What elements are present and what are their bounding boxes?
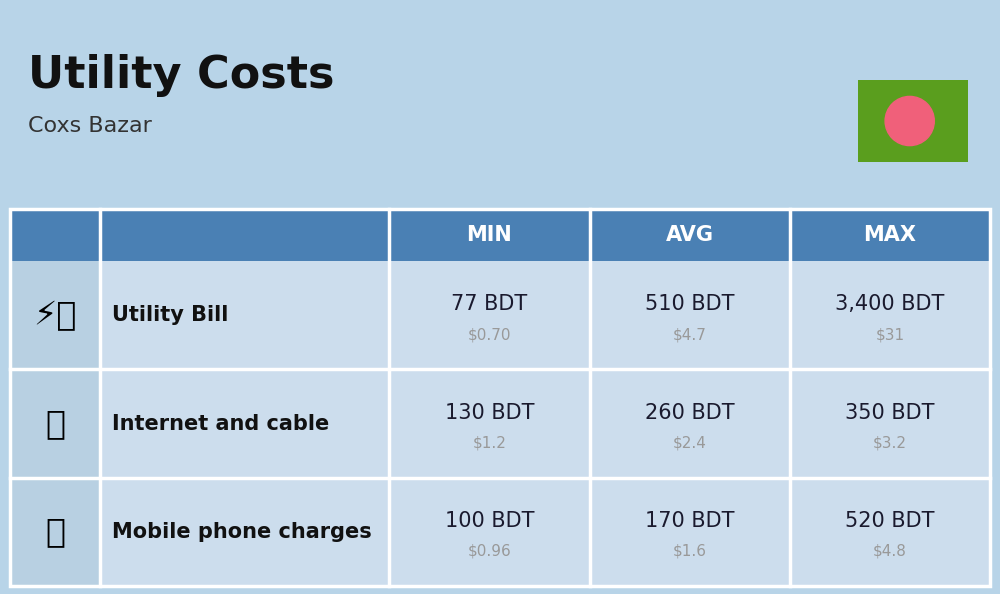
Text: 100 BDT: 100 BDT: [445, 511, 534, 531]
Text: $0.70: $0.70: [468, 327, 511, 342]
Text: 520 BDT: 520 BDT: [845, 511, 935, 531]
Text: $31: $31: [875, 327, 904, 342]
Bar: [10, 369, 100, 478]
Bar: [100, 478, 990, 586]
Text: 130 BDT: 130 BDT: [445, 403, 534, 423]
Text: 📱: 📱: [45, 516, 65, 548]
Text: MAX: MAX: [863, 225, 916, 245]
Text: AVG: AVG: [666, 225, 714, 245]
Text: Utility Bill: Utility Bill: [112, 305, 229, 325]
Text: 3,400 BDT: 3,400 BDT: [835, 295, 945, 314]
Text: 📶: 📶: [45, 407, 65, 440]
Text: 350 BDT: 350 BDT: [845, 403, 935, 423]
Bar: [10, 478, 100, 586]
Text: 77 BDT: 77 BDT: [451, 295, 528, 314]
Bar: [10, 209, 990, 261]
Text: 170 BDT: 170 BDT: [645, 511, 734, 531]
Circle shape: [885, 96, 934, 146]
Text: $4.7: $4.7: [673, 327, 707, 342]
Text: 510 BDT: 510 BDT: [645, 295, 734, 314]
Bar: [10, 261, 100, 369]
Bar: [858, 80, 968, 162]
Bar: [100, 369, 990, 478]
Text: $0.96: $0.96: [468, 544, 511, 559]
Text: Internet and cable: Internet and cable: [112, 413, 329, 434]
Text: 260 BDT: 260 BDT: [645, 403, 734, 423]
Text: $4.8: $4.8: [873, 544, 907, 559]
Text: $1.6: $1.6: [673, 544, 707, 559]
Text: $2.4: $2.4: [673, 435, 707, 450]
Text: $3.2: $3.2: [873, 435, 907, 450]
Text: Utility Costs: Utility Costs: [28, 54, 334, 97]
Text: ⚡🔌: ⚡🔌: [33, 299, 77, 331]
Text: $1.2: $1.2: [472, 435, 506, 450]
Text: Coxs Bazar: Coxs Bazar: [28, 116, 152, 136]
Bar: [10, 209, 990, 586]
Bar: [100, 261, 990, 369]
Text: Mobile phone charges: Mobile phone charges: [112, 522, 372, 542]
Text: MIN: MIN: [467, 225, 512, 245]
